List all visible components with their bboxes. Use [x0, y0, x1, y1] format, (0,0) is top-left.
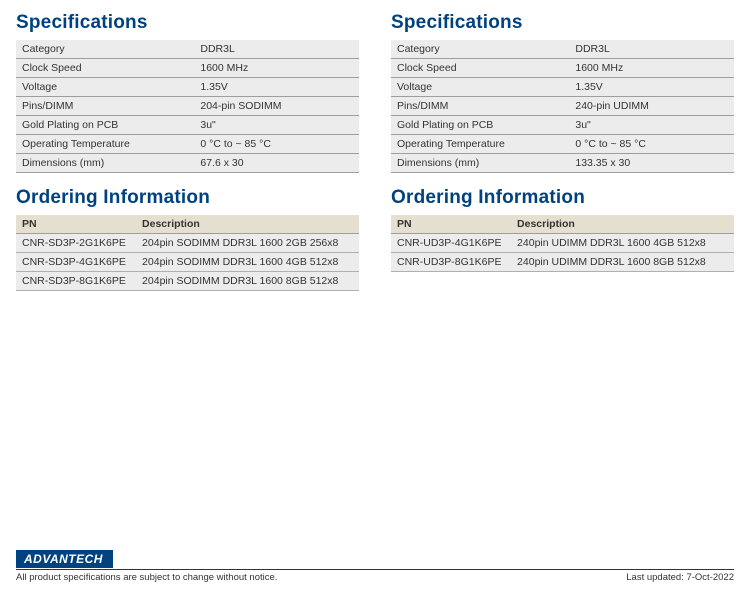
order-head-desc: Description — [511, 215, 734, 234]
content-columns: Specifications CategoryDDR3L Clock Speed… — [0, 0, 750, 291]
spec-row: Gold Plating on PCB3u" — [391, 116, 734, 135]
order-table-right: PN Description CNR-UD3P-4G1K6PE240pin UD… — [391, 215, 734, 272]
left-column: Specifications CategoryDDR3L Clock Speed… — [16, 8, 359, 291]
spec-label: Dimensions (mm) — [16, 154, 194, 173]
spec-value: 1600 MHz — [569, 59, 734, 78]
spec-row: Clock Speed1600 MHz — [16, 59, 359, 78]
order-pn: CNR-SD3P-2G1K6PE — [16, 234, 136, 253]
disclaimer-text: All product specifications are subject t… — [16, 572, 277, 583]
spec-value: 1600 MHz — [194, 59, 359, 78]
order-desc: 204pin SODIMM DDR3L 1600 4GB 512x8 — [136, 253, 359, 272]
order-head-pn: PN — [16, 215, 136, 234]
order-row: CNR-UD3P-8G1K6PE240pin UDIMM DDR3L 1600 … — [391, 253, 734, 272]
spec-value: DDR3L — [569, 40, 734, 59]
page-footer: ADVANTECH All product specifications are… — [0, 550, 750, 591]
order-section-right: Ordering Information PN Description CNR-… — [391, 187, 734, 272]
spec-row: Voltage1.35V — [16, 78, 359, 97]
brand-logo: ADVANTECH — [16, 550, 113, 568]
spec-value: 3u" — [194, 116, 359, 135]
order-row: CNR-UD3P-4G1K6PE240pin UDIMM DDR3L 1600 … — [391, 234, 734, 253]
order-head-desc: Description — [136, 215, 359, 234]
spec-value: 133.35 x 30 — [569, 154, 734, 173]
spec-label: Clock Speed — [391, 59, 569, 78]
spec-row: Dimensions (mm)133.35 x 30 — [391, 154, 734, 173]
order-heading-right: Ordering Information — [391, 187, 734, 209]
spec-value: 3u" — [569, 116, 734, 135]
spec-label: Category — [391, 40, 569, 59]
spec-value: 1.35V — [569, 78, 734, 97]
order-head-pn: PN — [391, 215, 511, 234]
spec-row: Operating Temperature0 °C to ~ 85 °C — [16, 135, 359, 154]
last-updated-text: Last updated: 7-Oct-2022 — [626, 572, 734, 583]
spec-row: CategoryDDR3L — [16, 40, 359, 59]
specs-table-right: CategoryDDR3L Clock Speed1600 MHz Voltag… — [391, 40, 734, 173]
order-table-left: PN Description CNR-SD3P-2G1K6PE204pin SO… — [16, 215, 359, 291]
spec-row: Dimensions (mm)67.6 x 30 — [16, 154, 359, 173]
order-heading-left: Ordering Information — [16, 187, 359, 209]
footer-line: All product specifications are subject t… — [16, 569, 734, 583]
order-row: CNR-SD3P-2G1K6PE204pin SODIMM DDR3L 1600… — [16, 234, 359, 253]
spec-label: Category — [16, 40, 194, 59]
order-pn: CNR-UD3P-4G1K6PE — [391, 234, 511, 253]
spec-row: Operating Temperature0 °C to ~ 85 °C — [391, 135, 734, 154]
spec-row: Gold Plating on PCB3u" — [16, 116, 359, 135]
spec-value: 1.35V — [194, 78, 359, 97]
spec-label: Clock Speed — [16, 59, 194, 78]
order-pn: CNR-SD3P-8G1K6PE — [16, 272, 136, 291]
specs-heading-left: Specifications — [16, 12, 359, 34]
order-pn: CNR-UD3P-8G1K6PE — [391, 253, 511, 272]
spec-value: 0 °C to ~ 85 °C — [569, 135, 734, 154]
spec-row: Pins/DIMM204-pin SODIMM — [16, 97, 359, 116]
order-pn: CNR-SD3P-4G1K6PE — [16, 253, 136, 272]
spec-value: 240-pin UDIMM — [569, 97, 734, 116]
spec-value: DDR3L — [194, 40, 359, 59]
specs-heading-right: Specifications — [391, 12, 734, 34]
spec-row: Clock Speed1600 MHz — [391, 59, 734, 78]
spec-value: 67.6 x 30 — [194, 154, 359, 173]
spec-label: Operating Temperature — [391, 135, 569, 154]
spec-label: Voltage — [16, 78, 194, 97]
order-row: CNR-SD3P-4G1K6PE204pin SODIMM DDR3L 1600… — [16, 253, 359, 272]
spec-row: Voltage1.35V — [391, 78, 734, 97]
spec-row: CategoryDDR3L — [391, 40, 734, 59]
order-desc: 240pin UDIMM DDR3L 1600 4GB 512x8 — [511, 234, 734, 253]
spec-value: 204-pin SODIMM — [194, 97, 359, 116]
spec-label: Dimensions (mm) — [391, 154, 569, 173]
right-column: Specifications CategoryDDR3L Clock Speed… — [391, 8, 734, 291]
order-section-left: Ordering Information PN Description CNR-… — [16, 187, 359, 291]
spec-value: 0 °C to ~ 85 °C — [194, 135, 359, 154]
order-desc: 204pin SODIMM DDR3L 1600 2GB 256x8 — [136, 234, 359, 253]
order-header-row: PN Description — [391, 215, 734, 234]
spec-label: Pins/DIMM — [16, 97, 194, 116]
spec-label: Operating Temperature — [16, 135, 194, 154]
spec-label: Pins/DIMM — [391, 97, 569, 116]
order-header-row: PN Description — [16, 215, 359, 234]
spec-label: Voltage — [391, 78, 569, 97]
order-desc: 204pin SODIMM DDR3L 1600 8GB 512x8 — [136, 272, 359, 291]
order-row: CNR-SD3P-8G1K6PE204pin SODIMM DDR3L 1600… — [16, 272, 359, 291]
specs-table-left: CategoryDDR3L Clock Speed1600 MHz Voltag… — [16, 40, 359, 173]
order-desc: 240pin UDIMM DDR3L 1600 8GB 512x8 — [511, 253, 734, 272]
spec-label: Gold Plating on PCB — [391, 116, 569, 135]
spec-row: Pins/DIMM240-pin UDIMM — [391, 97, 734, 116]
spec-label: Gold Plating on PCB — [16, 116, 194, 135]
